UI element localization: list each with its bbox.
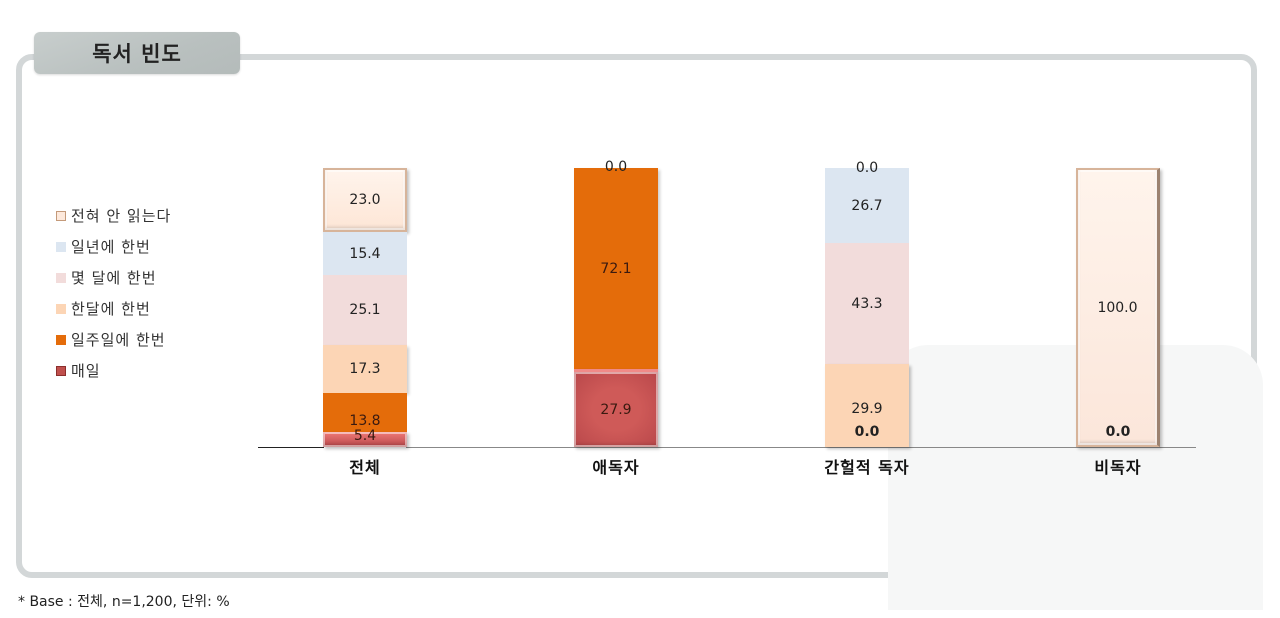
x-axis-line <box>258 447 324 448</box>
legend-item-weekly: 일주일에 한번 <box>56 324 171 355</box>
data-label: 27.9 <box>600 401 632 418</box>
bar-occasional-reader: 26.7 43.3 29.9 <box>825 168 909 447</box>
x-axis-label-total: 전체 <box>349 458 381 477</box>
segment-never: 100.0 <box>1076 168 1160 447</box>
legend-item-monthly: 한달에 한번 <box>56 293 171 324</box>
data-label: 100.0 <box>1097 299 1138 316</box>
bar-non-reader: 100.0 <box>1076 168 1160 447</box>
segment-weekly: 13.8 <box>323 393 407 432</box>
data-label: 29.9 <box>851 400 883 417</box>
footnote: * Base : 전체, n=1,200, 단위: % <box>18 594 230 610</box>
bar-avid-reader: 72.1 27.9 <box>574 168 658 447</box>
segment-monthly: 17.3 <box>323 345 407 393</box>
bar-total: 23.0 15.4 25.1 17.3 13.8 5.4 <box>323 168 407 447</box>
data-label: 15.4 <box>349 245 381 262</box>
legend-swatch-weekly-icon <box>56 334 66 345</box>
x-axis-label-avid-reader: 애독자 <box>592 458 640 477</box>
legend-item-never: 전혀 안 읽는다 <box>56 200 171 231</box>
data-label-bottom-zero: 0.0 <box>854 424 880 440</box>
legend-swatch-daily-icon <box>56 365 66 376</box>
chart-title: 독서 빈도 <box>92 42 182 66</box>
legend-label: 일주일에 한번 <box>71 331 166 349</box>
data-label-bottom-zero: 0.0 <box>1105 424 1131 440</box>
legend-swatch-monthly-icon <box>56 303 66 314</box>
background-book-watermark <box>888 345 1263 610</box>
data-label: 5.4 <box>353 427 377 444</box>
segment-yearly: 15.4 <box>323 232 407 275</box>
legend-item-yearly: 일년에 한번 <box>56 231 171 262</box>
segment-few-months: 43.3 <box>825 243 909 364</box>
segment-yearly: 26.7 <box>825 168 909 243</box>
x-axis-line <box>406 447 1196 448</box>
legend-swatch-few-months-icon <box>56 272 66 283</box>
data-label: 25.1 <box>349 302 381 318</box>
title-tab: 독서 빈도 <box>34 32 240 74</box>
legend-label: 몇 달에 한번 <box>71 269 157 287</box>
segment-monthly: 29.9 <box>825 364 909 447</box>
legend-label: 전혀 안 읽는다 <box>71 207 172 225</box>
segment-daily: 27.9 <box>574 369 658 447</box>
data-label: 23.0 <box>349 192 381 208</box>
legend-swatch-never-icon <box>56 210 66 221</box>
segment-never: 23.0 <box>323 168 407 232</box>
legend-item-daily: 매일 <box>56 355 171 386</box>
legend-swatch-yearly-icon <box>56 241 66 252</box>
x-axis-label-non-reader: 비독자 <box>1094 458 1142 477</box>
legend: 전혀 안 읽는다 일년에 한번 몇 달에 한번 한달에 한번 일주일에 한번 매… <box>56 200 171 386</box>
data-label: 72.1 <box>600 260 632 277</box>
legend-label: 일년에 한번 <box>71 238 151 256</box>
data-label: 17.3 <box>349 361 381 377</box>
data-label: 26.7 <box>851 197 883 214</box>
data-label: 13.8 <box>349 413 381 429</box>
segment-daily: 5.4 <box>323 428 407 447</box>
x-axis-label-occasional-reader: 간헐적 독자 <box>824 458 910 477</box>
data-label-top-zero: 0.0 <box>855 160 879 176</box>
data-label: 43.3 <box>851 295 883 312</box>
data-label-top-zero: 0.0 <box>604 159 628 175</box>
legend-label: 한달에 한번 <box>71 300 151 318</box>
segment-few-months: 25.1 <box>323 275 407 345</box>
legend-item-few-months: 몇 달에 한번 <box>56 262 171 293</box>
segment-weekly: 72.1 <box>574 168 658 369</box>
legend-label: 매일 <box>71 362 101 380</box>
